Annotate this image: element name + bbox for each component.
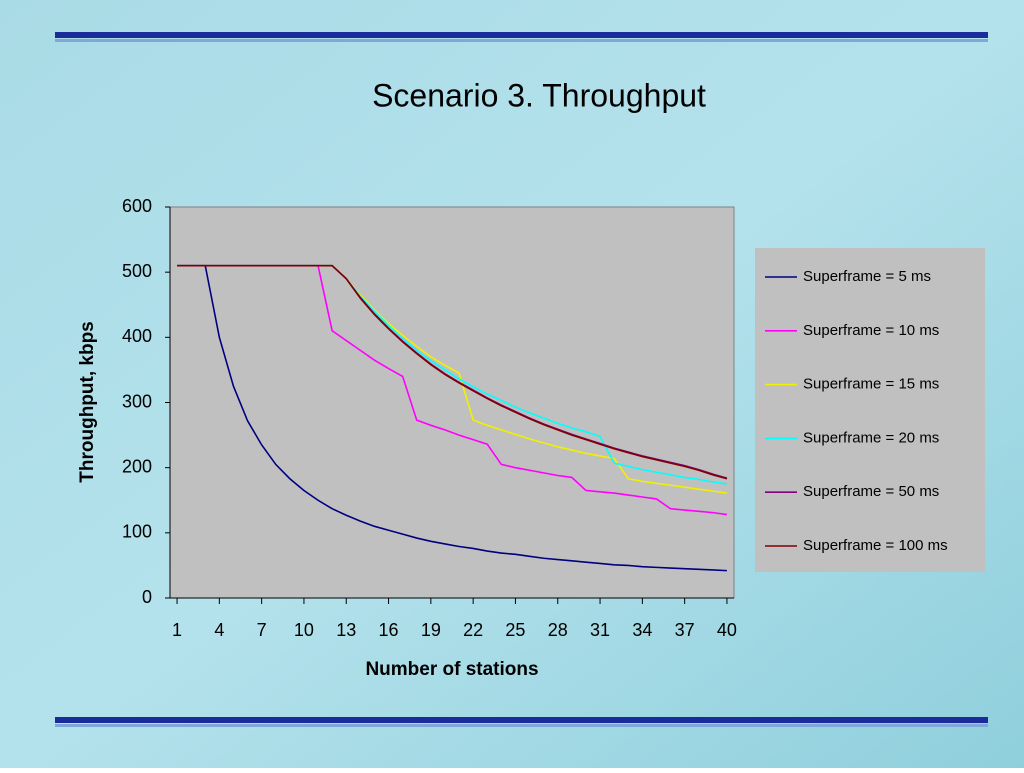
x-tick-label: 31 [590,620,610,640]
y-tick-label: 400 [122,326,152,346]
legend-label: Superframe = 20 ms [803,429,939,446]
x-tick-label: 28 [548,620,568,640]
y-tick-label: 600 [122,196,152,216]
x-tick-label: 25 [505,620,525,640]
y-axis-title: Throughput, kbps [77,321,98,482]
x-axis-title: Number of stations [365,659,538,680]
legend-label: Superframe = 5 ms [803,268,931,285]
y-tick-label: 300 [122,391,152,411]
x-tick-label: 34 [632,620,652,640]
x-tick-label: 10 [294,620,314,640]
legend-box [755,248,985,572]
legend-label: Superframe = 10 ms [803,322,939,339]
y-tick-label: 500 [122,261,152,281]
legend-label: Superframe = 50 ms [803,483,939,500]
y-tick-label: 0 [142,587,152,607]
series-line [177,264,728,480]
x-tick-label: 40 [717,620,737,640]
top-band [55,32,988,38]
chart-title: Scenario 3. Throughput [372,77,706,113]
legend-label: Superframe = 15 ms [803,376,939,393]
plot-area [169,206,735,599]
x-tick-label: 1 [172,620,182,640]
x-tick-label: 4 [214,620,224,640]
legend-label: Superframe = 100 ms [803,537,948,554]
x-tick-label: 16 [379,620,399,640]
y-tick-label: 100 [122,522,152,542]
x-tick-label: 19 [421,620,441,640]
x-tick-label: 7 [257,620,267,640]
bottom-band [55,717,988,723]
top-band-light [55,39,988,42]
x-tick-label: 13 [336,620,356,640]
bottom-band-light [55,724,988,727]
x-tick-label: 22 [463,620,483,640]
series-line [177,264,727,572]
y-tick-label: 200 [122,456,152,476]
x-tick-label: 37 [675,620,695,640]
